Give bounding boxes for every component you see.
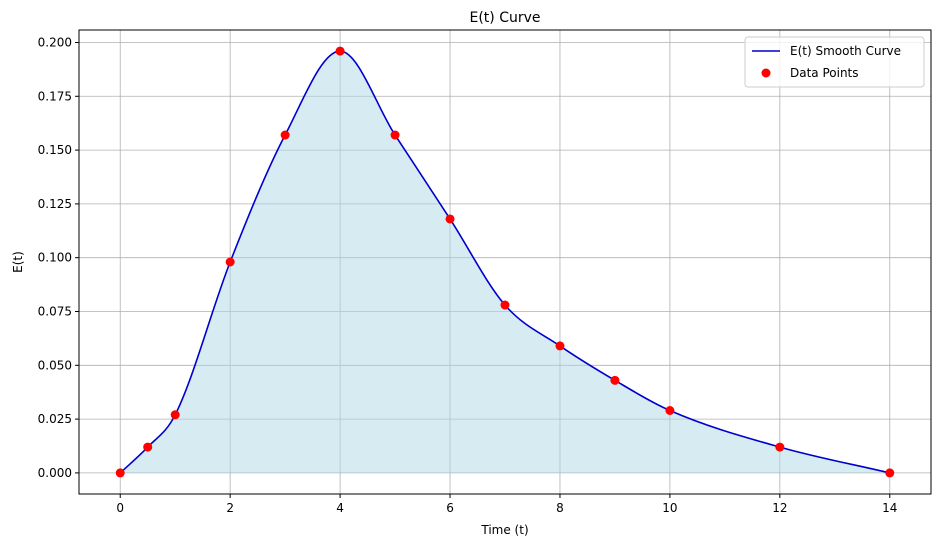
y-tick-label: 0.125 <box>38 197 72 211</box>
x-tick-label: 0 <box>116 501 124 515</box>
y-tick-label: 0.075 <box>38 304 72 318</box>
x-tick-label: 6 <box>446 501 454 515</box>
x-tick-label: 10 <box>662 501 677 515</box>
legend: E(t) Smooth Curve Data Points <box>744 36 925 88</box>
y-tick-label: 0.025 <box>38 412 72 426</box>
data-point <box>665 405 675 415</box>
area-fill <box>120 51 890 473</box>
data-point <box>555 341 565 351</box>
y-tick-label: 0.050 <box>38 358 72 372</box>
y-tick-label: 0.000 <box>38 466 72 480</box>
x-axis-ticks: 0 2 4 6 8 10 12 14 <box>116 494 897 515</box>
data-point <box>885 468 895 478</box>
data-points <box>115 46 895 478</box>
legend-box <box>744 36 925 88</box>
data-point <box>280 130 290 140</box>
data-point <box>610 375 620 385</box>
data-point <box>170 410 180 420</box>
chart-title: E(t) Curve <box>469 10 540 26</box>
data-point <box>143 442 153 452</box>
x-tick-label: 4 <box>336 501 344 515</box>
data-point <box>115 468 125 478</box>
data-point <box>500 300 510 310</box>
data-point <box>335 46 345 56</box>
data-point <box>225 257 235 267</box>
plot-frame <box>78 29 932 495</box>
y-tick-label: 0.200 <box>38 35 72 49</box>
legend-label-smooth-curve: E(t) Smooth Curve <box>790 44 901 58</box>
data-point <box>390 130 400 140</box>
x-axis-label: Time (t) <box>480 523 528 537</box>
x-tick-label: 12 <box>772 501 787 515</box>
legend-dot-swatch <box>761 68 771 78</box>
legend-label-data-points: Data Points <box>790 66 859 80</box>
data-point <box>775 442 785 452</box>
x-tick-label: 14 <box>882 501 897 515</box>
y-tick-label: 0.175 <box>38 89 72 103</box>
x-tick-label: 8 <box>556 501 564 515</box>
x-tick-label: 2 <box>226 501 234 515</box>
y-axis-label: E(t) <box>11 251 25 273</box>
y-tick-label: 0.150 <box>38 143 72 157</box>
data-point <box>445 214 455 224</box>
y-tick-label: 0.100 <box>38 251 72 265</box>
y-axis-ticks: 0.000 0.025 0.050 0.075 0.100 0.125 0.150 0.175… <box>38 35 79 480</box>
